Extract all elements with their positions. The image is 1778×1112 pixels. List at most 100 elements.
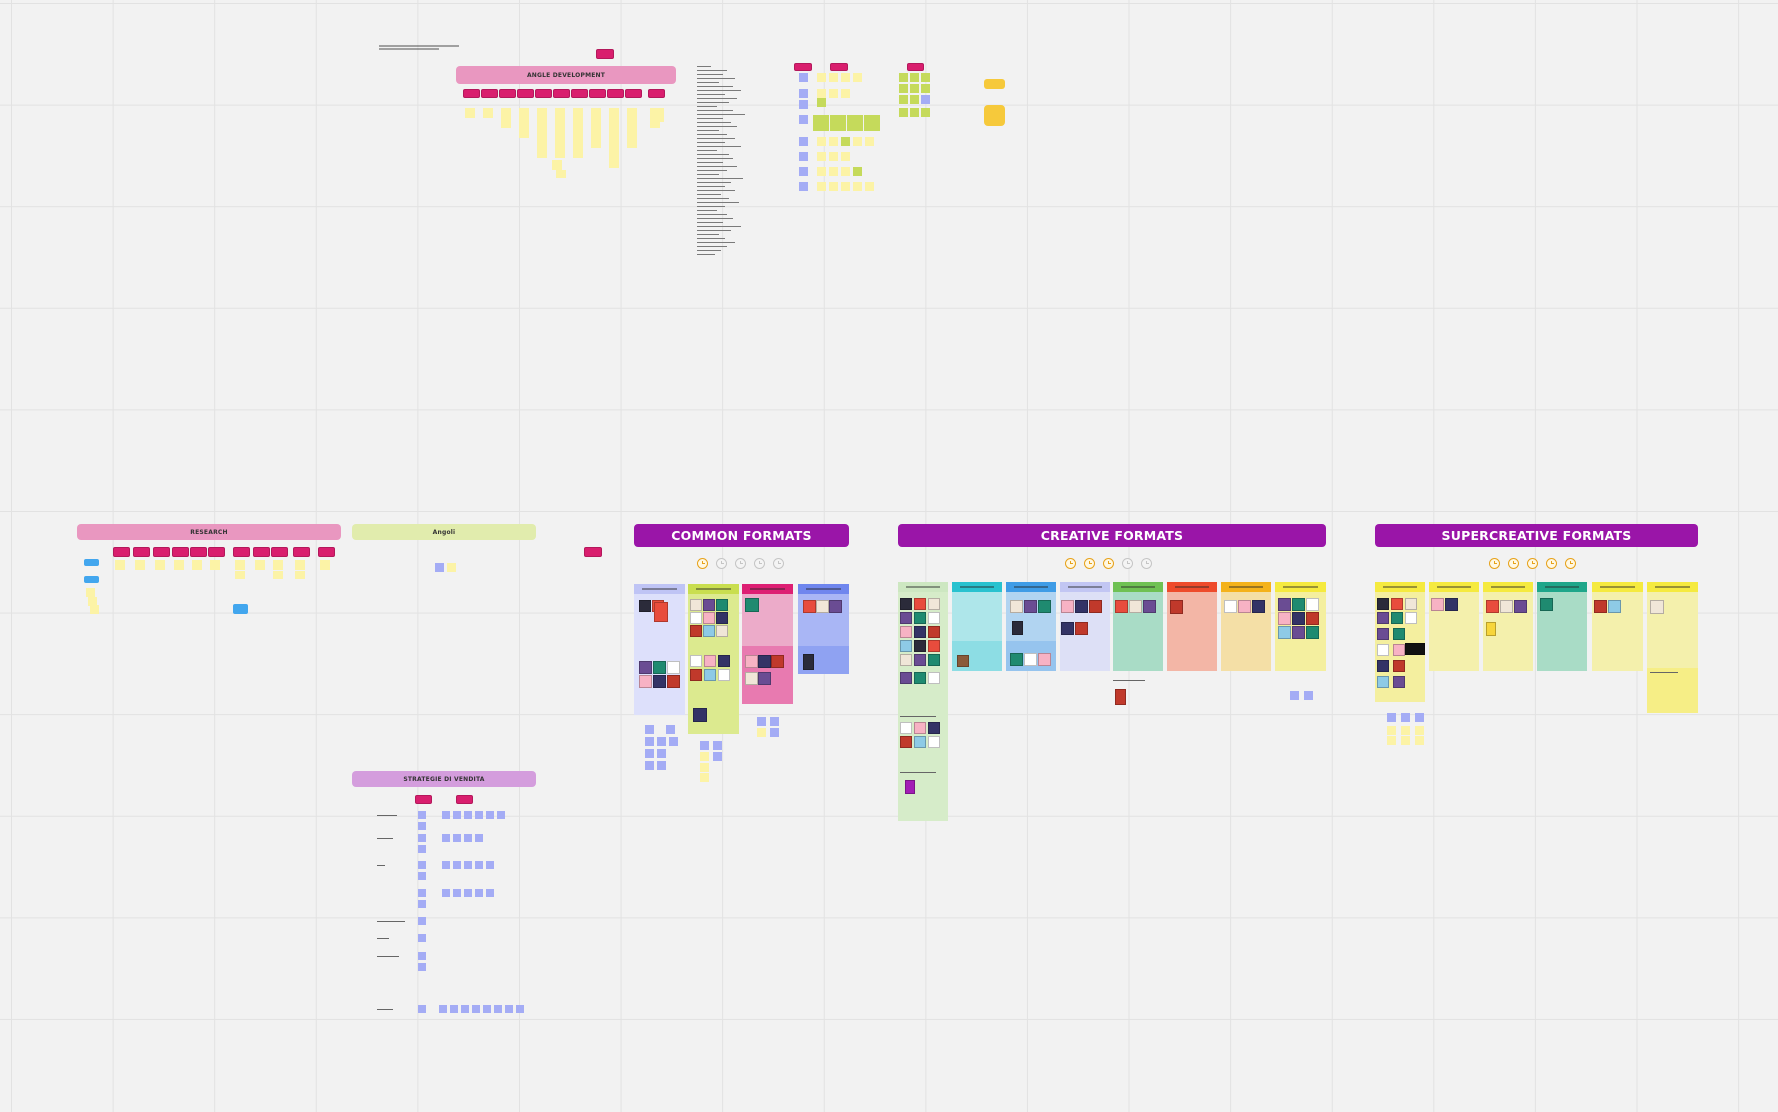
sticky-note[interactable] [1415, 726, 1424, 735]
image-thumbnail[interactable] [1405, 612, 1417, 624]
sticky-note[interactable] [84, 559, 99, 566]
sticky-note[interactable] [464, 811, 472, 819]
sticky-note[interactable] [853, 167, 862, 176]
text-note[interactable] [379, 48, 439, 50]
sticky-note[interactable] [627, 128, 637, 138]
image-thumbnail[interactable] [816, 600, 829, 613]
tag-card[interactable] [535, 89, 552, 98]
image-thumbnail[interactable] [1377, 660, 1389, 672]
sticky-note[interactable] [669, 737, 678, 746]
tag-card[interactable] [153, 547, 170, 557]
sticky-note[interactable] [320, 560, 330, 570]
image-thumbnail[interactable] [900, 722, 912, 734]
sticky-note[interactable] [910, 108, 919, 117]
format-column-header[interactable] [1275, 582, 1326, 592]
format-column[interactable] [1113, 582, 1163, 671]
image-thumbnail[interactable] [639, 675, 652, 688]
image-thumbnail[interactable] [1377, 644, 1389, 656]
sticky-note[interactable] [442, 889, 450, 897]
image-thumbnail[interactable] [957, 655, 969, 667]
image-thumbnail[interactable] [1292, 598, 1305, 611]
format-column-header[interactable] [1006, 582, 1056, 592]
sticky-note[interactable] [464, 889, 472, 897]
format-column[interactable] [1592, 582, 1643, 671]
sticky-note[interactable] [442, 834, 450, 842]
sticky-note[interactable] [192, 560, 202, 570]
sticky-note[interactable] [799, 100, 808, 109]
sticky-note[interactable] [475, 889, 483, 897]
image-thumbnail[interactable] [690, 655, 702, 667]
angoli-banner[interactable]: Angoli [352, 524, 536, 540]
image-thumbnail[interactable] [639, 600, 651, 612]
sticky-note[interactable] [799, 182, 808, 191]
tag-card[interactable] [253, 547, 270, 557]
sticky-note[interactable] [591, 138, 601, 148]
sticky-note[interactable] [90, 605, 99, 614]
sticky-note[interactable] [770, 728, 779, 737]
sticky-note[interactable] [829, 152, 838, 161]
image-thumbnail[interactable] [1038, 653, 1051, 666]
image-thumbnail[interactable] [900, 654, 912, 666]
image-thumbnail[interactable] [758, 672, 771, 685]
image-thumbnail[interactable] [1115, 689, 1126, 705]
tag-card[interactable] [607, 89, 624, 98]
format-column-header[interactable] [1483, 582, 1533, 592]
strategie-banner[interactable]: STRATEGIE DI VENDITA [352, 771, 536, 787]
image-thumbnail[interactable] [1306, 626, 1319, 639]
sticky-note[interactable] [418, 952, 426, 960]
sticky-note[interactable] [537, 108, 547, 118]
image-thumbnail[interactable] [703, 599, 715, 611]
image-thumbnail[interactable] [653, 661, 666, 674]
image-thumbnail[interactable] [928, 654, 940, 666]
sticky-note[interactable] [657, 737, 666, 746]
sticky-note[interactable] [418, 900, 426, 908]
image-thumbnail[interactable] [758, 655, 771, 668]
sticky-note[interactable] [813, 115, 829, 131]
sticky-note[interactable] [853, 137, 862, 146]
sticky-note[interactable] [475, 811, 483, 819]
image-thumbnail[interactable] [1143, 600, 1156, 613]
sticky-note[interactable] [700, 741, 709, 750]
tag-card[interactable] [499, 89, 516, 98]
sticky-note[interactable] [483, 1005, 491, 1013]
sticky-note[interactable] [537, 138, 547, 148]
image-thumbnail[interactable] [1377, 628, 1389, 640]
format-column-header[interactable] [1113, 582, 1163, 592]
sticky-note[interactable] [910, 73, 919, 82]
format-column-header[interactable] [688, 584, 739, 594]
tag-card[interactable] [113, 547, 130, 557]
format-column[interactable] [1429, 582, 1479, 671]
sticky-note[interactable] [418, 872, 426, 880]
image-thumbnail[interactable] [1486, 600, 1499, 613]
sticky-note[interactable] [1415, 736, 1424, 745]
sticky-note[interactable] [817, 98, 826, 107]
image-thumbnail[interactable] [718, 655, 730, 667]
tag-card[interactable] [584, 547, 602, 557]
image-thumbnail[interactable] [667, 675, 680, 688]
image-thumbnail[interactable] [1089, 600, 1102, 613]
image-thumbnail[interactable] [1431, 598, 1444, 611]
sticky-note[interactable] [1387, 713, 1396, 722]
sticky-note[interactable] [799, 167, 808, 176]
sticky-note[interactable] [497, 811, 505, 819]
text-note[interactable] [379, 45, 459, 47]
sticky-note[interactable] [486, 861, 494, 869]
image-thumbnail[interactable] [900, 736, 912, 748]
sticky-note[interactable] [910, 95, 919, 104]
sticky-note[interactable] [841, 182, 850, 191]
sticky-note[interactable] [713, 752, 722, 761]
sticky-note[interactable] [453, 834, 461, 842]
sticky-note[interactable] [899, 95, 908, 104]
tag-card[interactable] [190, 547, 207, 557]
sticky-note[interactable] [830, 115, 846, 131]
sticky-note[interactable] [453, 811, 461, 819]
sticky-note[interactable] [650, 118, 660, 128]
sticky-note[interactable] [472, 1005, 480, 1013]
image-thumbnail[interactable] [1377, 612, 1389, 624]
image-thumbnail[interactable] [1393, 660, 1405, 672]
sticky-note[interactable] [657, 749, 666, 758]
tag-card[interactable] [794, 63, 812, 71]
image-thumbnail[interactable] [914, 598, 926, 610]
format-column[interactable] [1167, 582, 1217, 671]
